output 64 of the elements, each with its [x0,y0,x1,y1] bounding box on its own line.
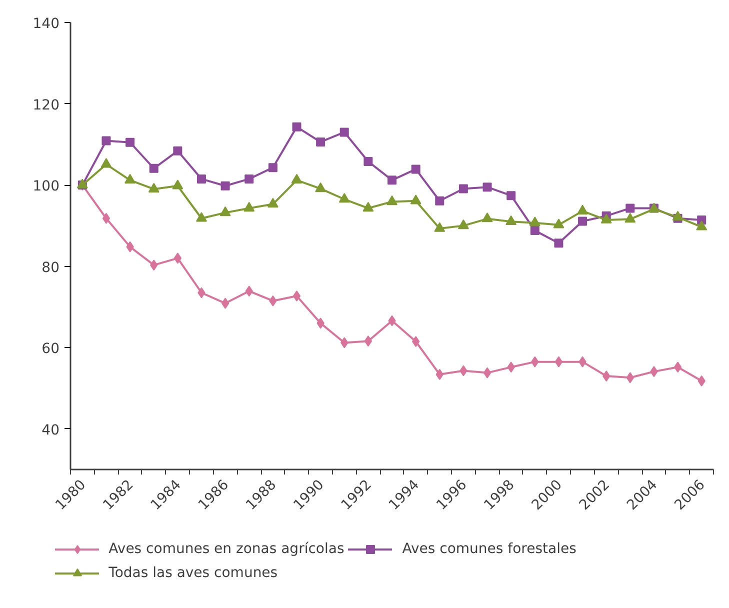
point [364,156,373,166]
point [362,202,374,212]
legend-label: Aves comunes en zonas agrícolas [108,540,344,556]
point [173,146,182,156]
point [220,206,231,216]
point [577,204,588,214]
point [530,226,540,236]
point [292,122,302,132]
point [410,194,422,204]
point [267,198,278,208]
point [458,219,469,230]
y-tick-label: 40 [42,422,60,438]
point [411,164,420,174]
point [364,336,372,347]
point [554,238,564,248]
point [268,163,278,172]
point [435,196,444,206]
point [554,356,563,368]
point [292,290,301,302]
point [674,362,682,373]
y-tick-label: 100 [32,178,60,195]
point [196,174,206,184]
point [316,137,326,146]
y-tick-label: 80 [42,260,60,276]
point [696,220,708,230]
legend-label: Aves comunes forestales [402,540,576,556]
point [529,216,540,226]
point [244,202,255,212]
point [483,367,492,378]
point [672,210,684,221]
point [221,298,230,309]
point [458,184,468,194]
point [506,191,516,200]
point [434,222,446,232]
legend-label: Todas las aves comunes [108,564,278,580]
point [196,212,207,222]
point [578,216,588,226]
point [100,158,112,168]
point [220,181,230,190]
point [291,174,302,184]
y-tick-label: 60 [42,341,60,358]
point [244,174,254,184]
point [553,218,564,228]
point [506,215,517,226]
point [172,180,184,190]
point [412,336,420,347]
point [626,204,635,213]
point [340,128,349,137]
point [388,176,396,185]
point [315,182,326,192]
point [126,138,135,147]
y-tick-label: 140 [32,16,60,32]
point [482,182,492,192]
point [386,195,398,206]
y-tick-label: 120 [32,97,60,114]
point [102,136,111,146]
point [102,212,110,224]
point [600,214,612,224]
point [124,174,136,184]
point [338,192,350,203]
point [624,212,636,223]
point [148,182,160,192]
point [482,212,493,222]
point [149,164,158,173]
